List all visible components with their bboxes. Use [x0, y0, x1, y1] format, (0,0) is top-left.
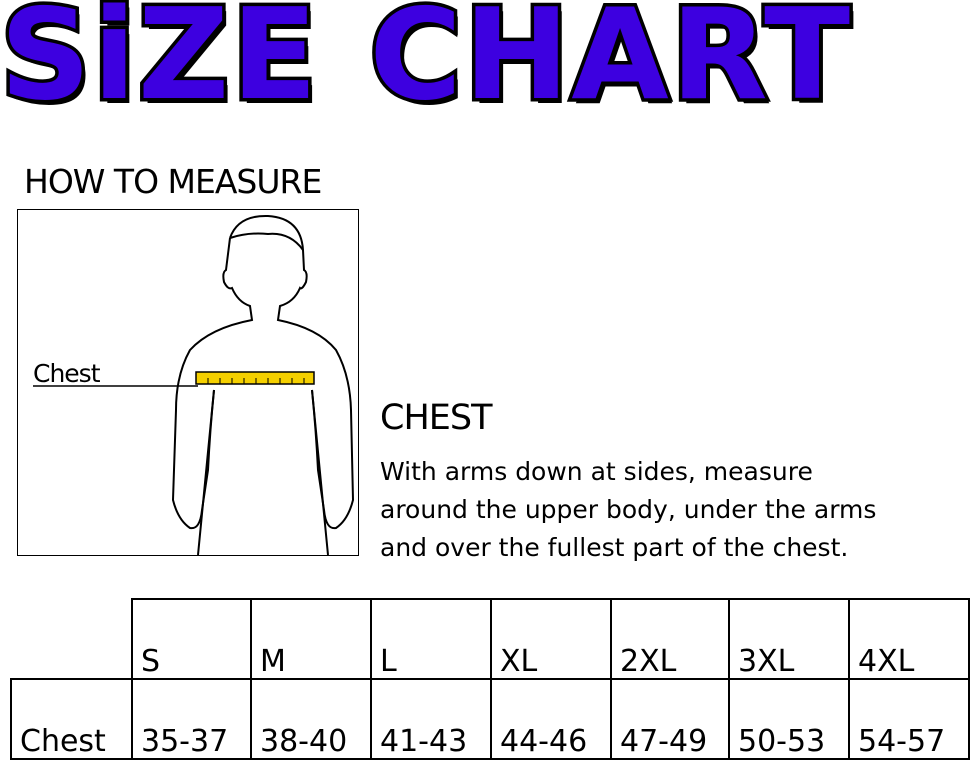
- instruction-line: around the upper body, under the arms: [380, 495, 877, 524]
- instruction-line: and over the fullest part of the chest.: [380, 533, 849, 562]
- chest-value-3xl: 50-53: [728, 678, 850, 760]
- size-table: S M L XL 2XL 3XL 4XL Chest 35-37 38-40 4…: [10, 598, 970, 760]
- chest-heading: CHEST: [380, 398, 492, 438]
- chest-value-4xl: 54-57: [848, 678, 970, 760]
- measuring-tape: [195, 371, 315, 385]
- size-header-2xl: 2XL: [610, 598, 730, 680]
- body-outline-illustration: Chest: [33, 214, 355, 556]
- chest-value-l: 41-43: [370, 678, 492, 760]
- chest-value-m: 38-40: [250, 678, 372, 760]
- title-word-chart: CHART: [366, 0, 854, 128]
- size-chart-title: SiZE CHART: [0, 0, 970, 121]
- size-header-3xl: 3XL: [728, 598, 850, 680]
- row-label-chest: Chest: [10, 678, 133, 760]
- instruction-line: With arms down at sides, measure: [380, 457, 813, 486]
- size-header-row: S M L XL 2XL 3XL 4XL: [11, 598, 970, 680]
- size-header-m: M: [250, 598, 372, 680]
- measurement-figure: Chest: [17, 209, 359, 556]
- title-word-size: SiZE: [0, 0, 321, 128]
- chest-row: Chest 35-37 38-40 41-43 44-46 47-49 50-5…: [10, 678, 970, 760]
- size-header-xl: XL: [490, 598, 612, 680]
- chest-value-s: 35-37: [131, 678, 252, 760]
- chest-value-2xl: 47-49: [610, 678, 730, 760]
- size-header-4xl: 4XL: [848, 598, 970, 680]
- chest-instructions: With arms down at sides, measure around …: [380, 453, 970, 567]
- size-header-s: S: [131, 598, 252, 680]
- size-header-l: L: [370, 598, 492, 680]
- how-to-measure-heading: HOW TO MEASURE: [24, 162, 322, 201]
- chest-figure-label: Chest: [33, 359, 101, 388]
- empty-corner-cell: [11, 599, 132, 680]
- chest-value-xl: 44-46: [490, 678, 612, 760]
